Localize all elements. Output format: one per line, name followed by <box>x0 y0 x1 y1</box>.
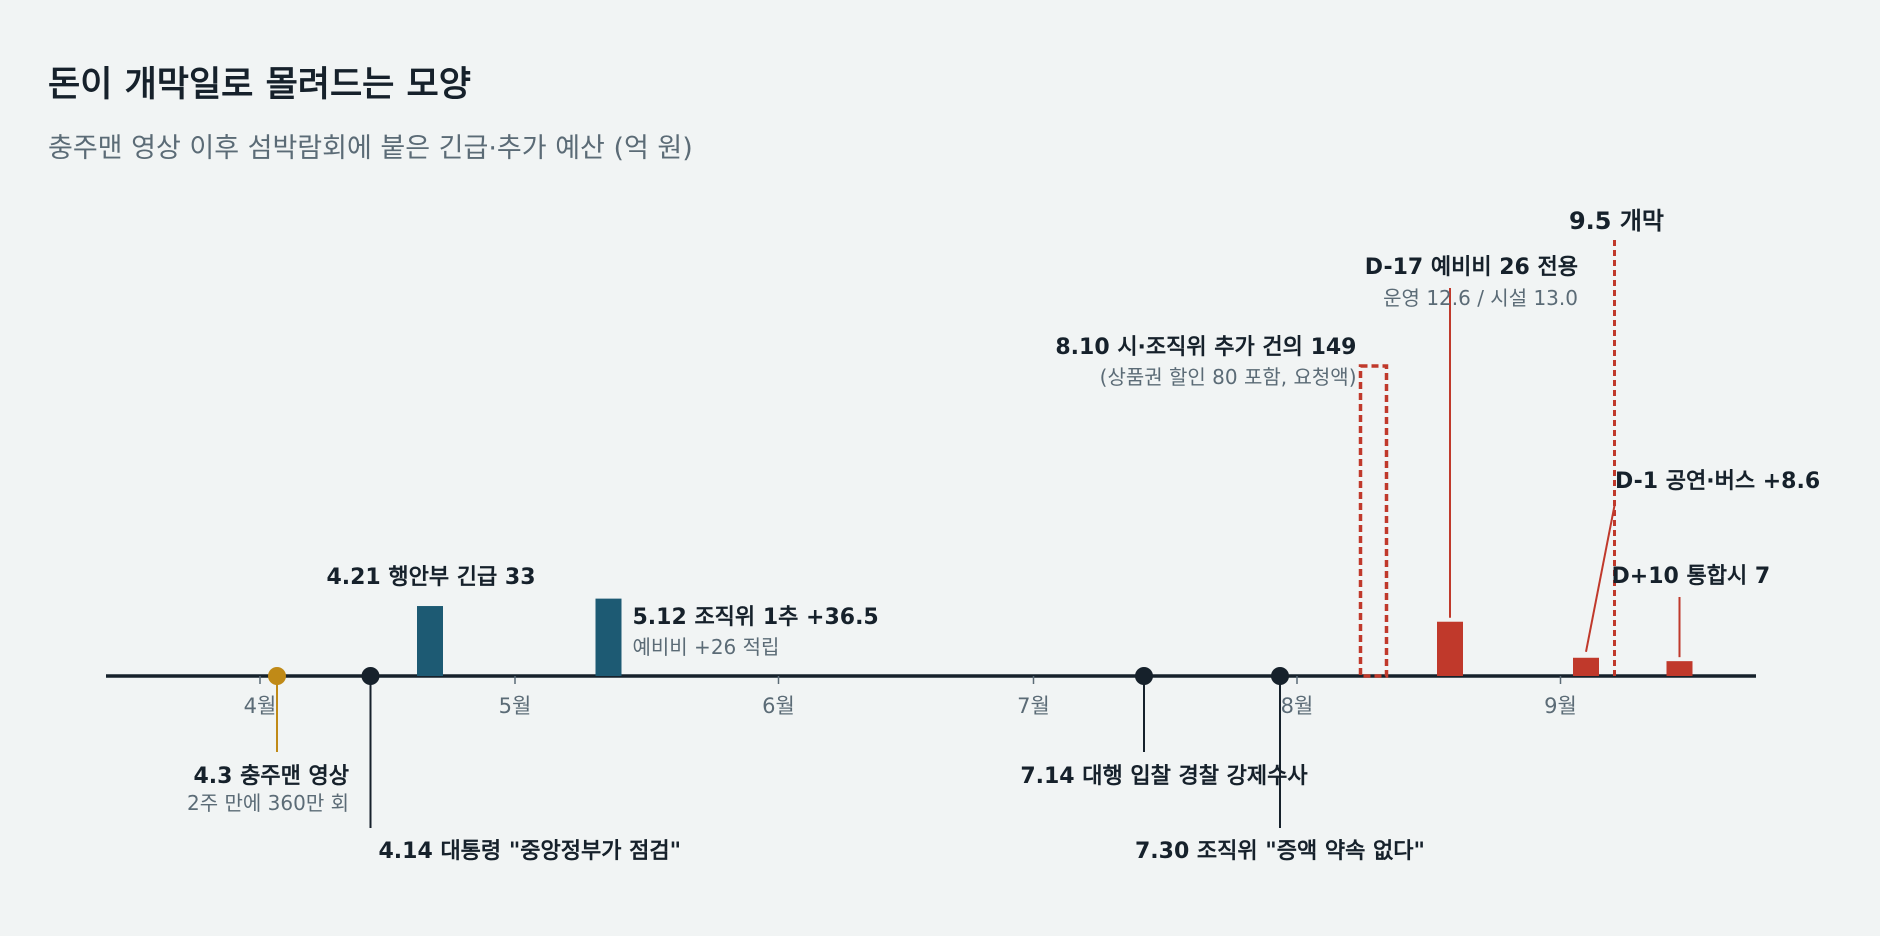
x-tick-label: 5월 <box>499 694 532 718</box>
requested-label: 8.10 시·조직위 추가 건의 149 <box>1055 335 1356 360</box>
chart-subtitle: 충주맨 영상 이후 섬박람회에 붙은 긴급·추가 예산 (억 원) <box>48 133 693 164</box>
bar-label: 4.21 행안부 긴급 33 <box>326 565 535 590</box>
event-dot-e2 <box>361 667 380 685</box>
requested-sublabel: (상품권 할인 80 포함, 요청액) <box>1100 365 1357 389</box>
x-tick-label: 6월 <box>762 694 795 718</box>
event-dot-e3 <box>1135 667 1153 685</box>
bar-label: D-1 공연·버스 +8.6 <box>1615 469 1820 494</box>
opening-day-label: 9.5 개막 <box>1569 207 1664 235</box>
event-sublabel: 2주 만에 360만 회 <box>187 791 349 815</box>
requested-budget-outline <box>1358 364 1389 678</box>
leader-line <box>1585 502 1616 652</box>
bar-b3 <box>1437 621 1463 676</box>
event-dot-e1 <box>268 667 286 685</box>
event-label: 7.30 조직위 "증액 약속 없다" <box>1135 839 1425 864</box>
x-tick-label: 4월 <box>244 694 277 718</box>
bar-label: 5.12 조직위 1추 +36.5 <box>633 605 879 630</box>
bar-sublabel: 예비비 +26 적립 <box>633 635 780 659</box>
bar-b5 <box>1666 661 1693 676</box>
bar-b4 <box>1573 657 1599 676</box>
x-tick-label: 9월 <box>1544 694 1577 718</box>
chart-title: 돈이 개막일로 몰려드는 모양 <box>48 65 471 105</box>
bar-sublabel: 운영 12.6 / 시설 13.0 <box>1383 286 1578 310</box>
bar-b1 <box>417 606 443 676</box>
event-label: 4.3 충주맨 영상 <box>194 764 350 789</box>
event-dot-e4 <box>1271 667 1289 685</box>
bar-b2 <box>595 598 622 676</box>
bar-label: D-17 예비비 26 전용 <box>1365 255 1578 280</box>
event-label: 4.14 대통령 "중앙정부가 점검" <box>379 839 682 864</box>
event-label: 7.14 대행 입찰 경찰 강제수사 <box>1020 764 1308 789</box>
x-tick-label: 8월 <box>1281 694 1314 718</box>
x-tick-label: 7월 <box>1017 694 1050 718</box>
bar-label: D+10 통합시 7 <box>1612 563 1771 589</box>
